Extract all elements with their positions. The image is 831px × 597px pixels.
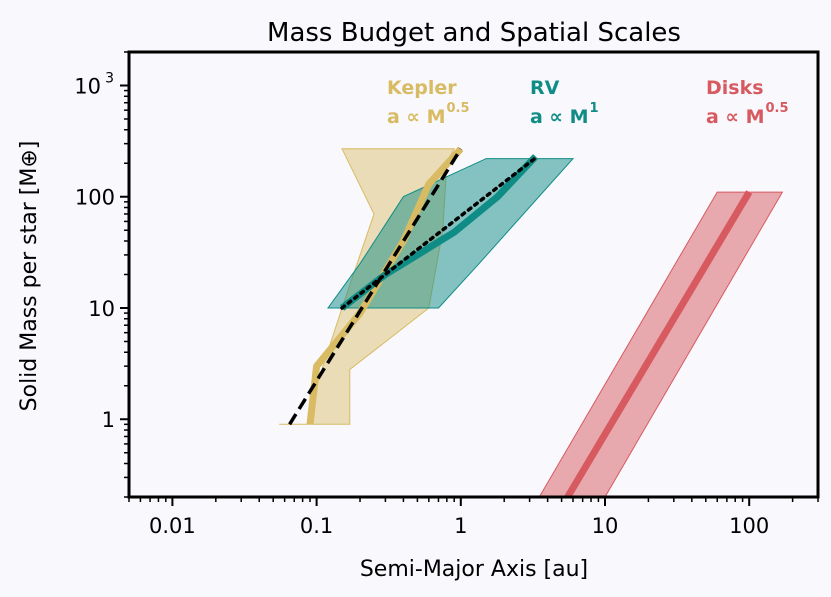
- chart-title: Mass Budget and Spatial Scales: [267, 18, 681, 48]
- x-tick-label: 10: [592, 514, 619, 538]
- disks-annotation-relation: a ∝ M: [706, 106, 764, 128]
- kepler-fit-line: [288, 147, 463, 426]
- y-tick-label: 100: [75, 186, 115, 210]
- kepler-annotation-relation: a ∝ M: [387, 106, 445, 128]
- x-tick-label: 100: [729, 514, 769, 538]
- kepler-annotation-name: Kepler: [387, 77, 457, 99]
- kepler-annotation-exponent: 0.5: [446, 101, 469, 116]
- y-axis-label: Solid Mass per star [M⊕]: [17, 141, 42, 412]
- rv-annotation-name: RV: [530, 77, 560, 99]
- fit-lines: [288, 147, 540, 426]
- x-axis-label: Semi-Major Axis [au]: [360, 557, 588, 582]
- disks-annotation-name: Disks: [706, 77, 764, 99]
- y-tick-label: 10: [88, 297, 115, 321]
- x-tick-label: 0.01: [149, 514, 196, 538]
- x-tick-label: 0.1: [300, 514, 333, 538]
- disks-annotation-exponent: 0.5: [765, 101, 788, 116]
- y-tick-label: 1: [102, 408, 115, 432]
- rv-fit-line: [340, 154, 540, 310]
- y-tick-exponent: 3: [105, 70, 114, 86]
- disks-line: [564, 190, 753, 499]
- rv-annotation-relation: a ∝ M: [530, 106, 588, 128]
- y-tick-label: 10: [74, 74, 101, 98]
- x-tick-label: 1: [454, 514, 467, 538]
- rv-annotation-exponent: 1: [589, 101, 598, 116]
